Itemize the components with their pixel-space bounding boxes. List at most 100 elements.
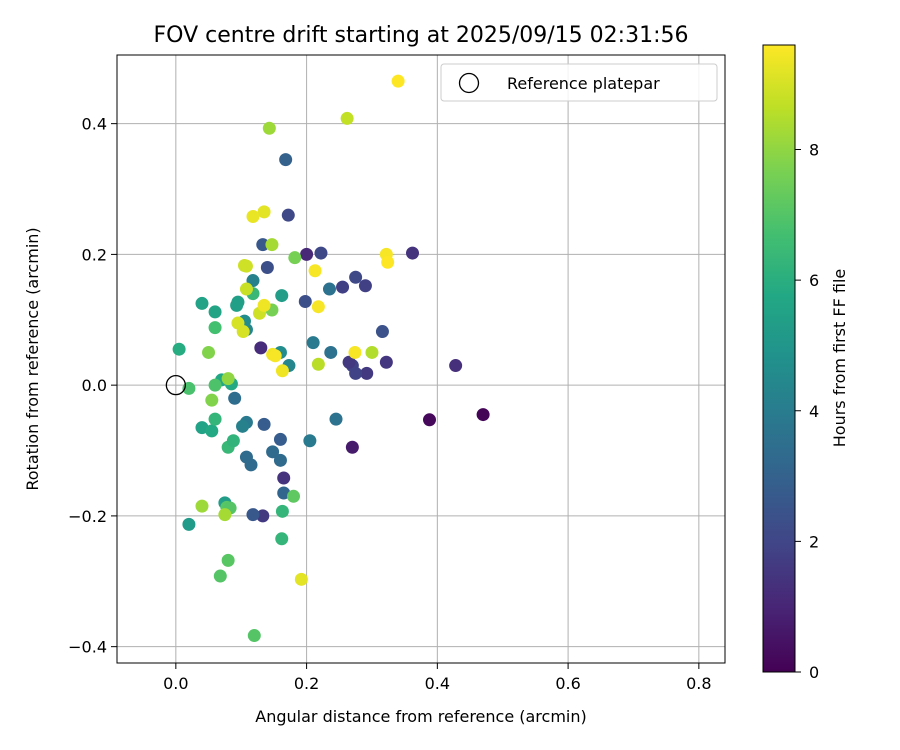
legend-reference-marker xyxy=(458,72,480,94)
scatter-point xyxy=(239,259,253,273)
x-axis-ticks: 0.0 0.2 0.4 0.6 0.8 xyxy=(163,663,712,693)
legend: Reference platepar xyxy=(440,63,718,102)
scatter-point xyxy=(379,355,393,369)
x-tick-label: 0.2 xyxy=(294,674,319,693)
scatter-point xyxy=(273,453,287,467)
scatter-point xyxy=(268,349,282,363)
scatter-point xyxy=(406,246,420,260)
scatter-point xyxy=(239,450,253,464)
x-tick-label: 0.4 xyxy=(425,674,450,693)
colorbar-tick-label: 8 xyxy=(809,141,819,160)
scatter-point xyxy=(257,205,271,219)
scatter-point xyxy=(322,282,336,296)
y-tick-label: −0.4 xyxy=(68,638,107,657)
plot-frame xyxy=(116,54,726,664)
scatter-point xyxy=(195,499,209,513)
scatter-point xyxy=(208,305,222,319)
scatter-point xyxy=(246,508,260,522)
legend-box xyxy=(440,63,718,102)
scatter-point xyxy=(360,366,374,380)
scatter-point xyxy=(195,296,209,310)
scatter-point xyxy=(202,345,216,359)
scatter-point xyxy=(230,298,244,312)
scatter-point xyxy=(195,421,209,435)
scatter-point xyxy=(266,445,280,459)
scatter-point xyxy=(288,251,302,265)
scatter-point xyxy=(221,372,235,386)
y-tick-label: 0.2 xyxy=(82,245,107,264)
scatter-point xyxy=(298,294,312,308)
scatter-point xyxy=(172,342,186,356)
scatter-point xyxy=(375,325,389,339)
scatter-point xyxy=(422,413,436,427)
scatter-point xyxy=(236,419,250,433)
scatter-point xyxy=(281,208,295,222)
legend-entry-reference: Reference platepar xyxy=(507,74,660,93)
scatter-point xyxy=(279,153,293,167)
scatter-point xyxy=(254,341,268,355)
scatter-point xyxy=(228,391,242,405)
scatter-point xyxy=(277,486,291,500)
scatter-point xyxy=(257,298,271,312)
scatter-point xyxy=(218,508,232,522)
x-tick-label: 0.0 xyxy=(163,674,188,693)
scatter-point xyxy=(342,355,356,369)
colorbar-tick-label: 4 xyxy=(809,402,819,421)
x-tick-label: 0.6 xyxy=(555,674,580,693)
colorbar-gradient xyxy=(762,44,796,673)
scatter-point xyxy=(273,432,287,446)
scatter-point xyxy=(208,378,222,392)
colorbar-tick-label: 0 xyxy=(809,663,819,682)
scatter-point xyxy=(348,345,362,359)
x-axis-label: Angular distance from reference (arcmin) xyxy=(255,707,586,726)
scatter-point xyxy=(358,279,372,293)
y-tick-label: 0.0 xyxy=(82,376,107,395)
scatter-point xyxy=(262,121,276,135)
scatter-point xyxy=(349,270,363,284)
scatter-point xyxy=(324,345,338,359)
scatter-point xyxy=(182,517,196,531)
scatter-point xyxy=(381,255,395,269)
scatter-point xyxy=(294,572,308,586)
scatter-point xyxy=(205,424,219,438)
scatter-point xyxy=(300,247,314,261)
y-axis-label: Rotation from reference (arcmin) xyxy=(23,227,42,490)
scatter-point xyxy=(257,417,271,431)
scatter-point xyxy=(239,282,253,296)
scatter-point xyxy=(213,569,227,583)
y-tick-label: 0.4 xyxy=(82,115,107,134)
scatter-point xyxy=(265,238,279,252)
scatter-point xyxy=(277,471,291,485)
scatter-point xyxy=(275,504,289,518)
y-tick-label: −0.2 xyxy=(68,507,107,526)
colorbar-tick-label: 6 xyxy=(809,271,819,290)
colorbar: 0 2 4 6 8 Hours from first FF file xyxy=(762,44,849,682)
scatter-point xyxy=(314,246,328,260)
scatter-points xyxy=(172,74,490,643)
scatter-point xyxy=(275,289,289,303)
scatter-point xyxy=(205,393,219,407)
scatter-point xyxy=(256,238,270,252)
scatter-point xyxy=(260,260,274,274)
colorbar-label: Hours from first FF file xyxy=(830,269,849,448)
reference-platepar-marker xyxy=(165,375,186,396)
scatter-point xyxy=(345,440,359,454)
scatter-point xyxy=(306,336,320,350)
scatter-point xyxy=(308,264,322,278)
scatter-point xyxy=(208,321,222,335)
scatter-point xyxy=(275,364,289,378)
scatter-point xyxy=(449,359,463,373)
scatter-point xyxy=(247,629,261,643)
y-axis-ticks: −0.4 −0.2 0.0 0.2 0.4 xyxy=(68,115,117,657)
scatter-point xyxy=(221,553,235,567)
scatter-point xyxy=(329,412,343,426)
scatter-point xyxy=(275,532,289,546)
scatter-point xyxy=(287,489,301,503)
scatter-point xyxy=(476,408,490,422)
scatter-point xyxy=(340,111,354,125)
scatter-point xyxy=(365,345,379,359)
scatter-point xyxy=(246,209,260,223)
scatter-point xyxy=(256,509,270,523)
scatter-point xyxy=(226,434,240,448)
